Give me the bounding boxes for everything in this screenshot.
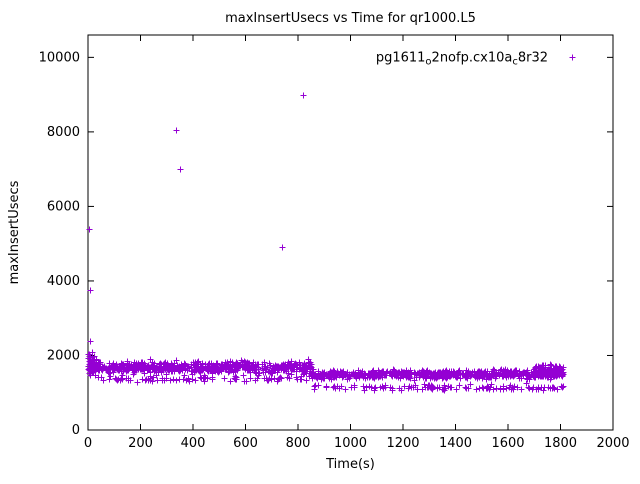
y-tick-label: 0	[72, 423, 80, 438]
x-tick-label: 0	[84, 436, 92, 451]
y-axis-label: maxInsertUsecs	[7, 180, 22, 284]
x-tick-label: 1200	[386, 436, 419, 451]
x-tick-label: 1600	[491, 436, 524, 451]
y-tick-label: 4000	[47, 274, 80, 289]
y-tick-label: 10000	[39, 50, 80, 65]
x-tick-label: 2000	[596, 436, 629, 451]
x-tick-label: 600	[233, 436, 258, 451]
legend-label-part: 2nofp.cx10a	[432, 50, 513, 65]
legend-label-part: pg1611	[376, 50, 426, 65]
x-tick-label: 400	[181, 436, 206, 451]
legend-marker-icon	[569, 54, 576, 61]
x-tick-label: 1800	[544, 436, 577, 451]
y-tick-label: 6000	[47, 199, 80, 214]
y-tick-label: 8000	[47, 125, 80, 140]
x-tick-label: 1000	[334, 436, 367, 451]
scatter-points	[85, 92, 567, 394]
x-tick-label: 200	[128, 436, 153, 451]
x-tick-label: 800	[286, 436, 311, 451]
chart-title: maxInsertUsecs vs Time for qr1000.L5	[225, 11, 476, 26]
tick-marks	[87, 35, 614, 431]
legend-label-part: o	[425, 56, 431, 67]
x-tick-label: 1400	[439, 436, 472, 451]
legend-label-part: 8r32	[518, 50, 548, 65]
y-tick-label: 2000	[47, 348, 80, 363]
legend-label: pg1611o2nofp.cx10ac8r32	[376, 50, 548, 67]
x-axis-label: Time(s)	[325, 457, 375, 472]
legend-label-part: c	[512, 56, 518, 67]
